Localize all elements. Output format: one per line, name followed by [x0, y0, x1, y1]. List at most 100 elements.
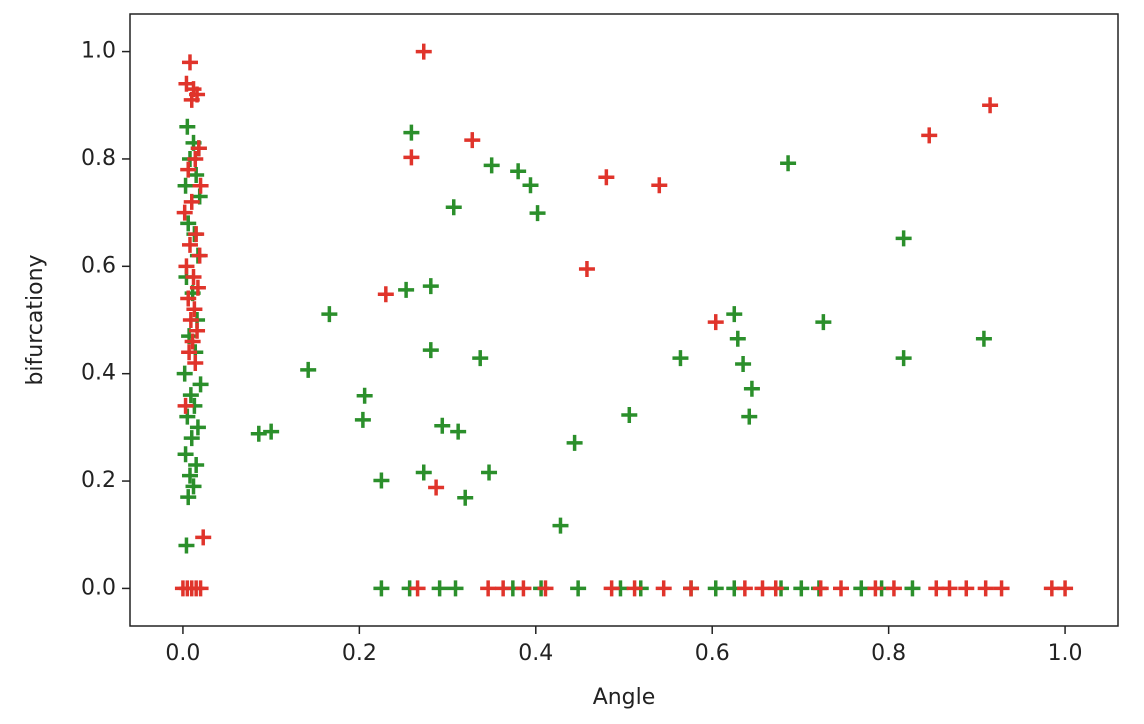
point: [707, 314, 724, 331]
plot-frame: [129, 13, 1119, 627]
point: [472, 350, 489, 367]
point: [415, 43, 432, 60]
point: [853, 580, 870, 597]
point: [415, 464, 432, 481]
point: [726, 306, 743, 323]
point: [181, 344, 198, 361]
point: [743, 380, 760, 397]
point: [780, 155, 797, 172]
point: [815, 314, 832, 331]
point: [655, 580, 672, 597]
point: [510, 163, 527, 180]
point: [445, 199, 462, 216]
point: [422, 342, 439, 359]
point: [192, 177, 209, 194]
point: [977, 580, 994, 597]
point: [187, 354, 204, 371]
point: [767, 580, 784, 597]
point: [741, 408, 758, 425]
point: [603, 580, 620, 597]
point: [450, 423, 467, 440]
point: [522, 177, 539, 194]
point: [566, 434, 583, 451]
point: [447, 580, 464, 597]
point: [735, 356, 752, 373]
point: [354, 411, 371, 428]
point: [529, 205, 546, 222]
point: [178, 258, 195, 275]
point: [180, 161, 197, 178]
point: [183, 91, 200, 108]
point: [921, 127, 938, 144]
point: [181, 236, 198, 253]
point: [895, 350, 912, 367]
point: [177, 446, 194, 463]
point: [180, 290, 197, 307]
y-tick-label: 0.6: [81, 253, 116, 278]
point: [409, 580, 426, 597]
point: [515, 580, 532, 597]
point: [398, 281, 415, 298]
point: [182, 387, 199, 404]
point: [176, 204, 193, 221]
point: [403, 124, 420, 141]
point: [189, 322, 206, 339]
y-axis-label: bifurcationy: [23, 254, 48, 385]
point: [373, 580, 390, 597]
point: [958, 580, 975, 597]
point: [1057, 580, 1074, 597]
point: [321, 306, 338, 323]
x-axis-label: Angle: [593, 685, 656, 710]
point: [904, 580, 921, 597]
point: [537, 580, 554, 597]
point: [188, 226, 205, 243]
point: [186, 301, 203, 318]
point: [179, 408, 196, 425]
point: [356, 387, 373, 404]
x-tick-label: 1.0: [1048, 641, 1083, 666]
point: [182, 312, 199, 328]
point: [177, 177, 194, 194]
point: [683, 580, 700, 597]
point: [736, 580, 753, 597]
point: [176, 365, 193, 382]
point: [422, 278, 439, 295]
point: [191, 247, 208, 264]
y-tick-label: 0.0: [81, 575, 116, 600]
point: [993, 580, 1010, 597]
y-tick-label: 0.4: [81, 361, 116, 386]
point: [192, 376, 209, 393]
point: [189, 419, 206, 436]
point: [263, 423, 280, 440]
point: [626, 580, 643, 597]
point: [377, 286, 394, 303]
point: [190, 140, 207, 157]
point: [178, 537, 195, 554]
point: [975, 330, 992, 347]
point: [552, 517, 569, 534]
point: [189, 279, 206, 296]
point: [672, 350, 689, 367]
x-tick-label: 0.2: [342, 641, 377, 666]
point: [180, 215, 197, 232]
point: [403, 149, 420, 166]
point: [480, 580, 497, 597]
point: [179, 118, 196, 135]
point: [250, 425, 267, 442]
y-tick-label: 1.0: [81, 39, 116, 64]
point: [192, 580, 209, 597]
point: [180, 489, 197, 506]
point: [434, 417, 451, 434]
point: [183, 430, 200, 447]
point: [895, 230, 912, 247]
point: [729, 330, 746, 347]
point: [578, 261, 595, 277]
point: [431, 580, 448, 597]
point: [598, 169, 615, 186]
point: [495, 580, 512, 597]
x-tick-label: 0.4: [518, 641, 553, 666]
point: [941, 580, 958, 597]
point: [300, 361, 317, 378]
point: [885, 580, 902, 597]
